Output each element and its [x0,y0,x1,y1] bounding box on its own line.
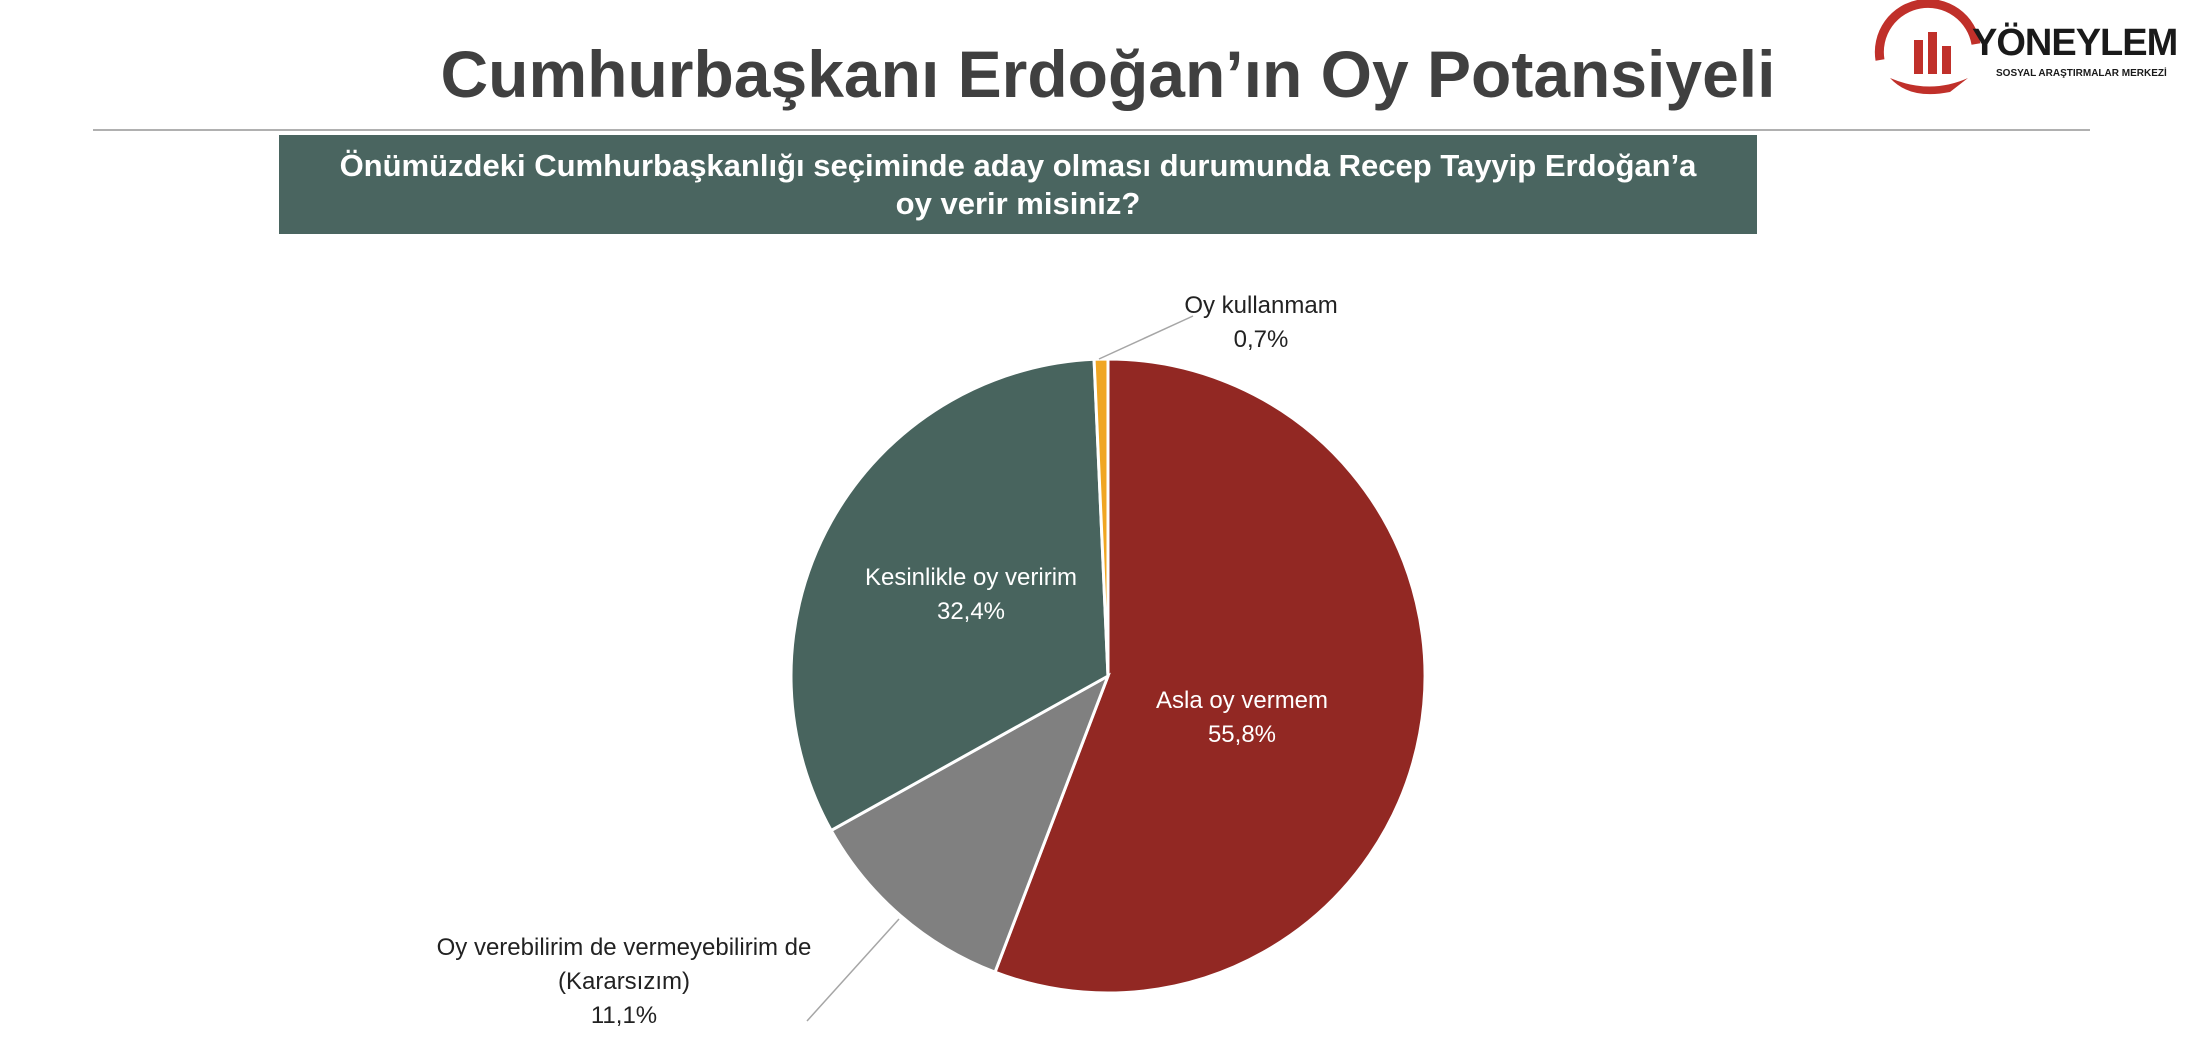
slice-label: Asla oy vermem 55,8% [1156,684,1328,752]
slice-category: Asla oy vermem [1155,687,1329,714]
logo-tagline: SOSYAL ARAŞTIRMALAR MERKEZİ [1996,68,2167,79]
leader-line [1098,315,1194,360]
subtitle-box: Önümüzdeki Cumhurbaşkanlığı seçiminde ad… [279,135,1757,234]
logo-name: YÖNEYLEM [1972,22,2178,64]
pie-slice [993,357,1427,995]
slice-value: 32,4% [936,598,1006,625]
pie-slice [1092,357,1110,677]
chart-subtitle: Önümüzdeki Cumhurbaşkanlığı seçiminde ad… [339,147,1697,221]
slice-label: Oy verebilirim de vermeyebilirim de (Kar… [414,931,834,1033]
slice-label: Kesinlikle oy veririm 32,4% [865,561,1077,629]
pie-slice [789,357,1110,833]
leader-line [806,918,900,1022]
title-rule [93,129,2090,131]
slice-label: Oy kullanmam 0,7% [1184,289,1337,357]
slice-category: Oy verebilirim de vermeyebilirim de (Kar… [436,934,812,995]
slice-category: Kesinlikle oy veririm [864,564,1078,591]
logo-icon [1874,0,1981,95]
slice-value: 11,1% [590,1002,658,1029]
pie-slice [829,672,1111,975]
slice-value: 0,7% [1233,326,1289,353]
chart-title: Cumhurbaşkanı Erdoğan’ın Oy Potansiyeli [440,37,1776,111]
slice-category: Oy kullanmam [1184,292,1338,319]
slice-value: 55,8% [1207,721,1277,748]
